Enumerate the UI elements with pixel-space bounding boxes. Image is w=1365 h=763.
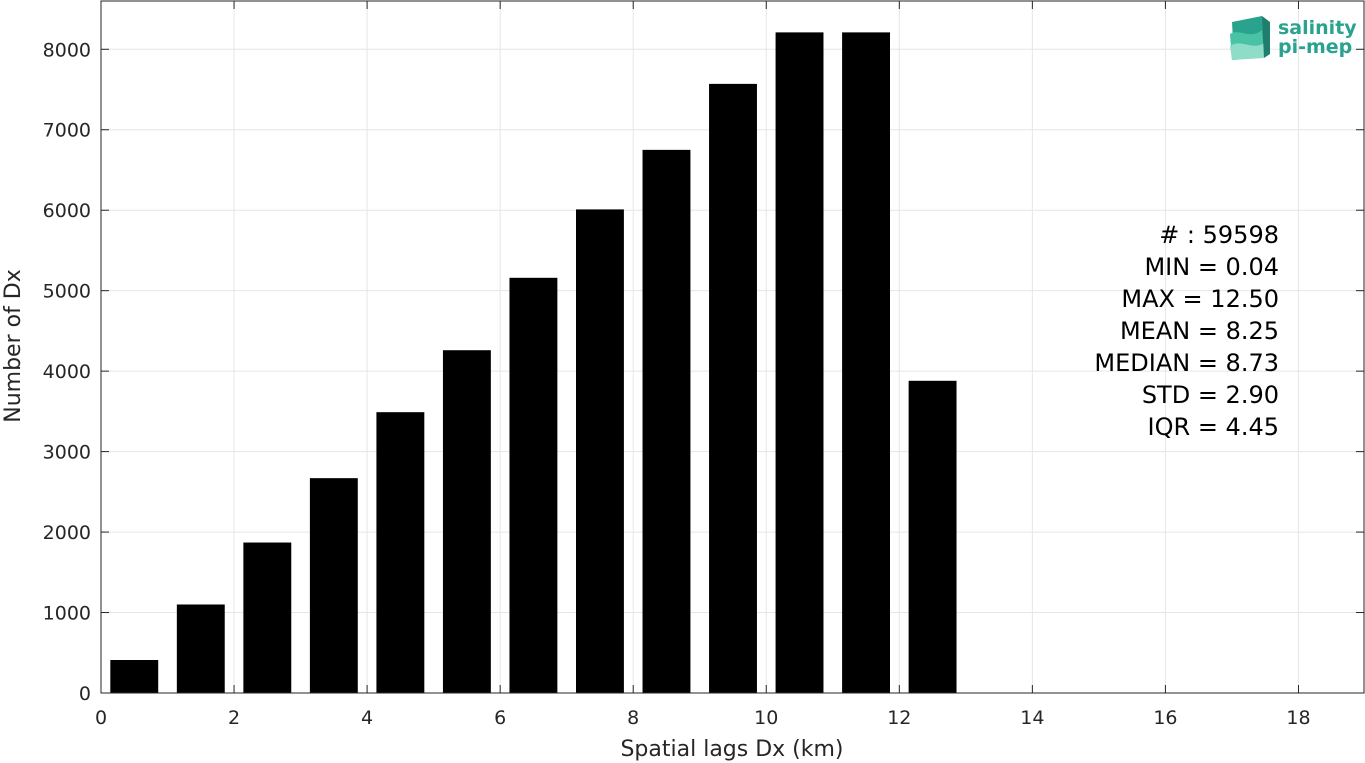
stat-line: IQR = 4.45: [1148, 413, 1279, 441]
y-tick-label: 1000: [43, 603, 91, 625]
histogram-bar: [243, 542, 292, 693]
stat-line: STD = 2.90: [1142, 381, 1279, 409]
histogram-bar: [908, 380, 957, 693]
histogram-bar: [309, 478, 358, 693]
wave-logo-icon: [1230, 16, 1270, 60]
logo-text-salinity: salinity: [1278, 17, 1357, 39]
y-tick-label: 2000: [43, 522, 91, 544]
y-tick-label: 6000: [43, 200, 91, 222]
x-tick-label: 12: [887, 707, 911, 729]
x-tick-label: 10: [754, 707, 778, 729]
x-tick-label: 16: [1153, 707, 1177, 729]
x-tick-label: 6: [494, 707, 506, 729]
bars: [110, 32, 957, 693]
y-tick-label: 5000: [43, 281, 91, 303]
stat-line: # : 59598: [1159, 221, 1279, 249]
salinity-pi-mep-logo: salinity pi-mep: [1230, 16, 1357, 60]
x-tick-label: 8: [627, 707, 639, 729]
histogram-bar: [376, 412, 425, 693]
x-tick-label: 0: [95, 707, 107, 729]
stat-line: MEAN = 8.25: [1120, 317, 1279, 345]
histogram-bar: [642, 149, 691, 693]
histogram-bar: [509, 277, 558, 693]
stat-line: MEDIAN = 8.73: [1094, 349, 1279, 377]
histogram-bar: [709, 83, 757, 693]
y-tick-label: 0: [79, 683, 91, 705]
x-tick-label: 2: [228, 707, 240, 729]
stat-line: MIN = 0.04: [1144, 253, 1279, 281]
x-tick-label: 14: [1020, 707, 1044, 729]
y-tick-labels: 0 1000 2000 3000 4000 5000 6000 7000 8000: [43, 39, 91, 705]
logo-text-pi-mep: pi-mep: [1278, 36, 1352, 58]
ticks: [100, 1, 1364, 694]
y-tick-label: 7000: [43, 120, 91, 142]
histogram-bar: [442, 350, 491, 693]
statistics-annotation: # : 59598 MIN = 0.04 MAX = 12.50 MEAN = 8.2…: [1094, 221, 1279, 441]
stat-line: MAX = 12.50: [1121, 285, 1279, 313]
x-tick-label: 4: [361, 707, 373, 729]
x-axis-label: Spatial lags Dx (km): [620, 737, 843, 762]
histogram-bar: [775, 32, 824, 693]
x-tick-labels: 0 2 4 6 8 10 12 14 16 18: [95, 707, 1311, 729]
histogram-bar: [575, 209, 624, 693]
histogram-bar: [176, 604, 225, 693]
y-tick-label: 8000: [43, 39, 91, 61]
y-tick-label: 3000: [43, 442, 91, 464]
y-axis-label: Number of Dx: [1, 269, 26, 423]
histogram-bar: [110, 660, 159, 693]
histogram-bar: [842, 32, 891, 693]
axes-frame: [100, 0, 1365, 694]
y-tick-label: 4000: [43, 361, 91, 383]
x-tick-label: 18: [1286, 707, 1310, 729]
